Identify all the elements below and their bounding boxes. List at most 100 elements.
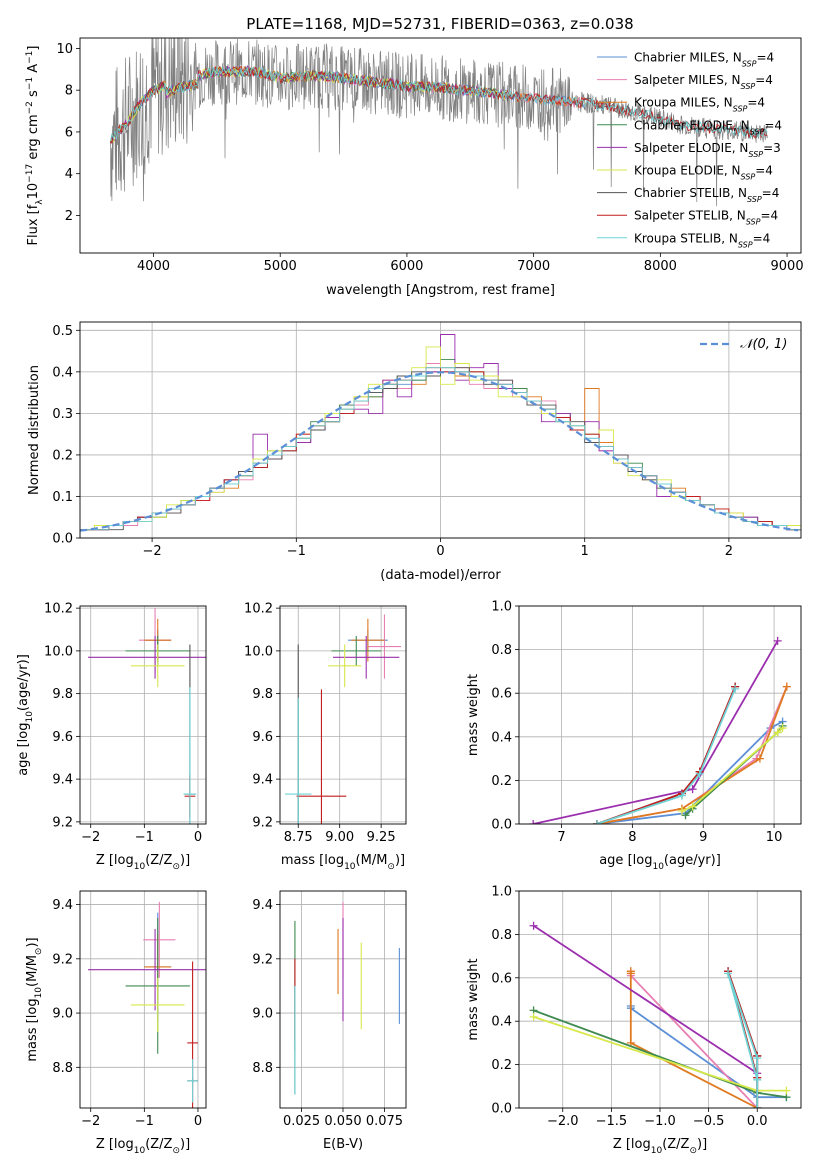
x-tick-label: 0.0 bbox=[747, 1114, 768, 1129]
x-tick-label: 0 bbox=[436, 544, 444, 559]
series-line-chabrier-stelib bbox=[596, 686, 736, 824]
y-tick-label: 0.6 bbox=[491, 687, 512, 702]
data-point-marker bbox=[755, 754, 764, 763]
legend-label: Kroupa MILES, NSSP=4 bbox=[634, 96, 765, 114]
y-tick-label: 1.0 bbox=[491, 600, 512, 615]
x-tick-label: 7000 bbox=[517, 259, 550, 274]
data-point-marker bbox=[782, 1086, 791, 1095]
data-point-marker bbox=[753, 1054, 762, 1063]
y-tick-label: 9.2 bbox=[52, 815, 73, 830]
y-tick-label: 9.2 bbox=[252, 952, 273, 967]
mass-weight-vs-age-panel: 7 8 9 10 0.0 0.2 0.4 0.6 0.8 1.0 age [log10(age/yr… bbox=[466, 600, 802, 872]
x-tick-label: 8.75 bbox=[284, 830, 313, 845]
x-tick-label: −1 bbox=[135, 1114, 154, 1129]
legend-label: Salpeter STELIB, NSSP=4 bbox=[634, 209, 778, 227]
plot-area bbox=[529, 921, 791, 1108]
y-tick-label: 9.2 bbox=[52, 952, 73, 967]
grid bbox=[80, 606, 206, 824]
observed-spectrum-line bbox=[110, 38, 769, 207]
y-tick-label: 10.0 bbox=[44, 644, 73, 659]
y-axis-label: mass [log10(M/M⊙)] bbox=[25, 937, 44, 1061]
y-tick-label: 0.2 bbox=[52, 448, 73, 463]
plot-area bbox=[284, 614, 402, 824]
x-axis-label: wavelength [Angstrom, rest frame] bbox=[326, 283, 555, 298]
x-tick-label: 1 bbox=[581, 544, 589, 559]
data-point-marker bbox=[724, 969, 733, 978]
x-axis-label: Z [log10(Z/Z⊙)] bbox=[613, 1137, 707, 1156]
x-tick-label: 2 bbox=[725, 544, 733, 559]
x-tick-label: 8 bbox=[628, 830, 636, 845]
grid bbox=[80, 891, 206, 1108]
y-tick-label: 8.8 bbox=[252, 1061, 273, 1076]
x-axis-label: mass [log10(M/M⊙)] bbox=[281, 853, 405, 872]
x-tick-label: 9.00 bbox=[325, 830, 354, 845]
plot-area bbox=[88, 608, 206, 824]
x-tick-label: 0 bbox=[194, 830, 202, 845]
axes-frame bbox=[79, 605, 207, 825]
series-line-chabrier-miles bbox=[596, 720, 784, 824]
x-tick-label: 9000 bbox=[771, 259, 804, 274]
x-tick-label: 10 bbox=[766, 830, 783, 845]
y-tick-label: 0.8 bbox=[491, 643, 512, 658]
y-tick-label: 10.0 bbox=[244, 644, 273, 659]
age-vs-mass-panel: 8.75 9.00 9.25 9.2 9.4 9.6 9.8 10.0 10.2 mass [lo… bbox=[244, 602, 407, 872]
series-line-salpeter-miles bbox=[629, 971, 758, 1108]
data-point-marker bbox=[778, 724, 787, 733]
x-tick-label: 4000 bbox=[137, 259, 170, 274]
data-point-marker bbox=[753, 1075, 762, 1084]
series-line-kroupa-elodie bbox=[681, 727, 784, 812]
data-point-marker bbox=[695, 769, 704, 778]
data-point-marker bbox=[529, 921, 538, 930]
data-point-marker bbox=[677, 806, 686, 815]
y-tick-label: 0.8 bbox=[491, 928, 512, 943]
axes-frame bbox=[79, 37, 802, 254]
model-line-kroupa-stelib bbox=[109, 66, 768, 141]
mass-vs-ebv-panel: 0.025 0.050 0.075 8.8 9.0 9.2 9.4 E(B-V) bbox=[252, 890, 407, 1152]
y-tick-label: 0.4 bbox=[491, 1015, 512, 1030]
x-tick-label: 0.075 bbox=[366, 1114, 403, 1129]
x-tick-label: −2 bbox=[81, 1114, 100, 1129]
x-tick-label: −0.5 bbox=[693, 1114, 725, 1129]
axes-frame bbox=[518, 890, 802, 1109]
legend-label: Salpeter MILES, NSSP=4 bbox=[634, 73, 773, 91]
x-axis-label: Z [log10(Z/Z⊙)] bbox=[96, 853, 190, 872]
x-axis-label: E(B-V) bbox=[323, 1137, 363, 1152]
x-tick-label: −1.5 bbox=[596, 1114, 628, 1129]
plot-area bbox=[109, 38, 769, 207]
x-axis-label: (data-model)/error bbox=[380, 568, 501, 583]
y-tick-label: 9.4 bbox=[52, 898, 73, 913]
data-point-marker bbox=[626, 967, 635, 976]
data-point-marker bbox=[782, 682, 791, 691]
data-point-marker bbox=[681, 811, 690, 820]
data-point-marker bbox=[688, 802, 697, 811]
x-tick-label: 0.050 bbox=[324, 1114, 361, 1129]
y-tick-label: 9.8 bbox=[252, 687, 273, 702]
legend-label: Kroupa ELODIE, NSSP=4 bbox=[634, 164, 773, 182]
mass-vs-Z-panel: −2 −1 0 8.8 9.0 9.2 9.4 Z [log10(Z/Z⊙)] mass [lo… bbox=[25, 890, 207, 1156]
x-tick-label: 0.025 bbox=[283, 1114, 320, 1129]
mass-weight-vs-Z-panel: −2.0 −1.5 −1.0 −0.5 0.0 0.0 0.2 0.4 0.6 0.8 1.0 Z [… bbox=[466, 885, 802, 1156]
y-tick-label: 0.0 bbox=[491, 818, 512, 833]
x-tick-label: 7 bbox=[557, 830, 565, 845]
y-tick-label: 10.2 bbox=[244, 602, 273, 617]
x-tick-label: 9.25 bbox=[367, 830, 396, 845]
y-tick-label: 0.1 bbox=[52, 490, 73, 505]
y-tick-label: 10.2 bbox=[44, 602, 73, 617]
axes-frame bbox=[279, 605, 407, 825]
y-tick-label: 9.4 bbox=[252, 773, 273, 788]
data-point-marker bbox=[529, 820, 538, 824]
y-tick-label: 9.6 bbox=[252, 730, 273, 745]
model-line-salpeter-stelib bbox=[110, 65, 768, 144]
grid bbox=[280, 606, 406, 824]
data-point-marker bbox=[688, 785, 697, 794]
legend-label: Salpeter ELODIE, NSSP=3 bbox=[634, 141, 781, 159]
legend-label: Kroupa STELIB, NSSP=4 bbox=[634, 231, 770, 249]
legend-label: 𝒩(0, 1) bbox=[740, 337, 787, 352]
y-axis-label: mass weight bbox=[466, 674, 481, 756]
x-tick-label: −2 bbox=[81, 830, 100, 845]
grid bbox=[519, 890, 801, 1109]
grid bbox=[519, 605, 801, 825]
y-tick-label: 4 bbox=[65, 167, 73, 182]
spectrum-panel: 4000 5000 6000 7000 8000 9000 2 4 6 8 10 wavelength… bbox=[25, 37, 804, 298]
y-tick-label: 0.5 bbox=[52, 324, 73, 339]
